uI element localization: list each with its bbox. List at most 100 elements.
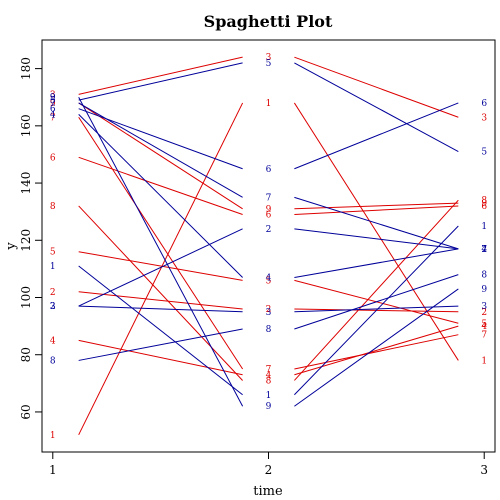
group_a-series-7-segment-2-3 [294, 334, 459, 370]
group_a-point-label-3-time-2: 3 [266, 53, 272, 63]
group_a-point-label-8-time-1: 8 [50, 202, 56, 212]
group_a-series-6-segment-2-3 [294, 205, 459, 216]
group_b-point-label-4-time-2: 4 [266, 273, 272, 283]
chart-title: Spaghetti Plot [204, 12, 333, 31]
group_b-series-4-segment-2-3 [294, 248, 459, 278]
y-tick-label-160: 160 [19, 114, 33, 137]
group_b-point-label-5-time-1: 5 [50, 96, 56, 106]
group_a-point-label-2-time-2: 2 [266, 305, 272, 315]
group_a-point-label-1-time-3: 1 [481, 356, 487, 366]
group_b-point-label-1-time-1: 1 [50, 262, 56, 272]
group_b-point-label-2-time-1: 2 [50, 302, 56, 312]
group_a-series-5-segment-1-2 [78, 251, 243, 281]
group_a-point-label-6-time-3: 6 [481, 202, 487, 212]
group_b-point-label-9-time-3: 9 [481, 285, 487, 295]
group_b-point-label-7-time-1: 7 [50, 99, 56, 109]
group_a-series-4-segment-1-2 [78, 339, 243, 376]
group_a-point-label-6-time-2: 6 [266, 211, 272, 221]
group_a-series-8-segment-2-3 [294, 199, 459, 381]
group_a-point-label-6-time-1: 6 [50, 153, 56, 163]
group_a-series-2-segment-1-2 [78, 291, 243, 310]
group_b-point-label-2-time-2: 2 [266, 225, 272, 235]
group_a-point-label-3-time-3: 3 [481, 113, 487, 123]
group_a-point-label-4-time-1: 4 [50, 336, 56, 346]
group_b-point-label-8-time-1: 8 [50, 356, 56, 366]
y-tick-label-100: 100 [19, 286, 33, 309]
group_a-point-label-9-time-1: 9 [50, 99, 56, 109]
group_b-series-6-segment-2-3 [294, 102, 459, 170]
group_b-series-1-segment-1-2 [78, 265, 243, 396]
group_b-point-label-1-time-2: 1 [266, 391, 272, 401]
group_b-series-3-segment-2-3 [294, 305, 459, 313]
group_b-series-9-segment-1-2 [78, 96, 244, 407]
group_b-point-label-6-time-1: 6 [50, 105, 56, 115]
group_b-point-label-6-time-3: 6 [481, 99, 487, 109]
x-axis-label: time [253, 484, 283, 499]
group_a-series-7-segment-1-2 [78, 116, 244, 370]
group_a-series-1-segment-2-3 [293, 102, 459, 361]
group_a-point-label-1-time-2: 1 [266, 99, 272, 109]
group_b-series-1-segment-2-3 [294, 225, 459, 396]
group_b-series-9-segment-2-3 [294, 288, 459, 407]
group_b-series-4-segment-1-2 [78, 114, 243, 278]
group_a-series-6-segment-1-2 [78, 156, 243, 215]
group_b-point-label-4-time-1: 4 [50, 110, 56, 120]
group_a-series-4-segment-2-3 [294, 325, 459, 376]
group_a-point-label-3-time-1: 3 [50, 90, 56, 100]
group_a-point-label-5-time-1: 5 [50, 248, 56, 258]
group_b-series-2-segment-1-2 [78, 228, 243, 307]
group_b-point-label-2-time-3: 2 [481, 245, 487, 255]
group_b-series-5-segment-2-3 [294, 62, 459, 153]
group_b-series-2-segment-2-3 [294, 228, 459, 250]
group_b-series-7-segment-2-3 [294, 196, 459, 250]
group_a-point-label-5-time-3: 5 [481, 319, 487, 329]
group_b-series-3-segment-1-2 [78, 305, 243, 313]
group_b-point-label-7-time-3: 7 [481, 245, 487, 255]
x-tick-label-3: 3 [480, 463, 488, 477]
group_b-point-label-7-time-2: 7 [266, 193, 272, 203]
group_b-series-8-segment-1-2 [78, 328, 243, 361]
group_b-series-7-segment-1-2 [78, 102, 243, 198]
group_a-point-label-1-time-1: 1 [50, 431, 56, 441]
group_a-series-9-segment-1-2 [78, 102, 243, 210]
group_a-point-label-2-time-3: 2 [481, 308, 487, 318]
y-tick-label-120: 120 [19, 229, 33, 252]
y-tick-label-180: 180 [19, 57, 33, 80]
group_b-point-label-5-time-3: 5 [481, 148, 487, 158]
group_a-point-label-4-time-2: 4 [266, 371, 272, 381]
group_b-point-label-8-time-3: 8 [481, 271, 487, 281]
group_b-series-8-segment-2-3 [294, 274, 459, 330]
group_a-series-8-segment-1-2 [78, 205, 243, 381]
group_a-series-3-segment-2-3 [294, 56, 459, 118]
group_a-series-3-segment-1-2 [78, 56, 243, 95]
group_a-series-1-segment-1-2 [78, 102, 244, 436]
group_b-series-5-segment-1-2 [78, 62, 243, 101]
group_b-point-label-5-time-2: 5 [266, 59, 272, 69]
group_a-point-label-5-time-2: 5 [266, 276, 272, 286]
group_a-point-label-2-time-1: 2 [50, 288, 56, 298]
y-tick-label-60: 60 [19, 404, 33, 419]
group_a-point-label-7-time-2: 7 [266, 365, 272, 375]
group_a-point-label-8-time-3: 8 [481, 196, 487, 206]
group_b-point-label-3-time-1: 3 [50, 302, 56, 312]
group_a-point-label-9-time-2: 9 [266, 205, 272, 215]
y-tick-label-140: 140 [19, 172, 33, 195]
x-tick-label-2: 2 [265, 463, 273, 477]
group_b-point-label-1-time-3: 1 [481, 222, 487, 232]
group_a-point-label-7-time-1: 7 [50, 113, 56, 123]
group_b-point-label-6-time-2: 6 [266, 165, 272, 175]
group_b-point-label-4-time-3: 4 [481, 245, 487, 255]
group_a-series-9-segment-2-3 [294, 202, 459, 210]
group_b-point-label-8-time-2: 8 [266, 325, 272, 335]
y-axis-label: y [4, 242, 19, 251]
group_b-point-label-9-time-2: 9 [266, 402, 272, 412]
group_a-point-label-9-time-3: 9 [481, 199, 487, 209]
group_a-point-label-8-time-2: 8 [266, 376, 272, 386]
group_b-point-label-3-time-2: 3 [266, 308, 272, 318]
group_a-point-label-4-time-3: 4 [481, 322, 487, 332]
x-tick-label-1: 1 [49, 463, 57, 477]
group_b-point-label-3-time-3: 3 [481, 302, 487, 312]
y-tick-label-80: 80 [19, 347, 33, 362]
group_a-point-label-7-time-3: 7 [481, 331, 487, 341]
